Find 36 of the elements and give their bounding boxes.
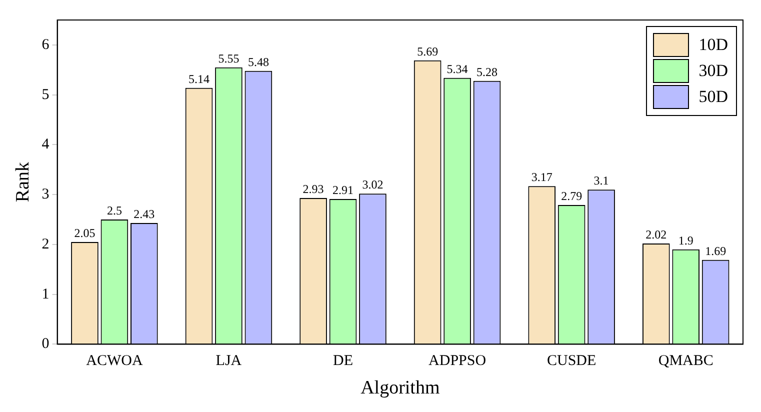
data-label: 5.55 (218, 52, 240, 66)
x-tick-label: QMABC (658, 353, 714, 370)
data-label: 3.17 (531, 170, 552, 184)
y-tick-label: 1 (42, 286, 50, 302)
data-label: 5.34 (446, 62, 468, 76)
y-tick-label: 6 (42, 36, 50, 53)
data-label: 2.93 (302, 182, 324, 196)
x-tick-label: ACWOA (86, 353, 143, 370)
x-tick-label: DE (333, 353, 354, 370)
data-label: 2.02 (646, 228, 667, 242)
data-label: 5.28 (476, 65, 498, 80)
data-label: 5.14 (188, 72, 210, 86)
data-label: 2.91 (332, 183, 354, 198)
data-label: 5.69 (417, 44, 438, 59)
x-tick-label: ADPPSO (428, 353, 486, 370)
data-label: 1.69 (705, 244, 726, 258)
legend-label: 10D (698, 35, 728, 55)
x-tick-label: LJA (216, 353, 242, 370)
x-axis-title: Algorithm (360, 378, 440, 399)
data-label: 3.02 (362, 178, 384, 192)
x-tick-label: CUSDE (546, 353, 596, 370)
y-tick-label: 5 (42, 86, 50, 103)
legend-label: 50D (698, 87, 728, 107)
y-tick-label: 3 (42, 186, 50, 203)
y-axis-title: Rank (12, 162, 34, 202)
data-label: 2.43 (134, 207, 155, 222)
data-label: 2.05 (74, 226, 96, 240)
y-tick-label: 4 (42, 136, 50, 153)
data-label: 2.5 (106, 204, 122, 218)
data-label: 5.48 (248, 55, 269, 70)
y-tick-label: 0 (42, 336, 50, 352)
data-label: 2.79 (561, 189, 582, 204)
data-label: 3.1 (594, 174, 609, 188)
data-label: 1.9 (678, 234, 694, 248)
y-tick-label: 2 (42, 236, 50, 252)
legend-label: 30D (698, 61, 728, 81)
